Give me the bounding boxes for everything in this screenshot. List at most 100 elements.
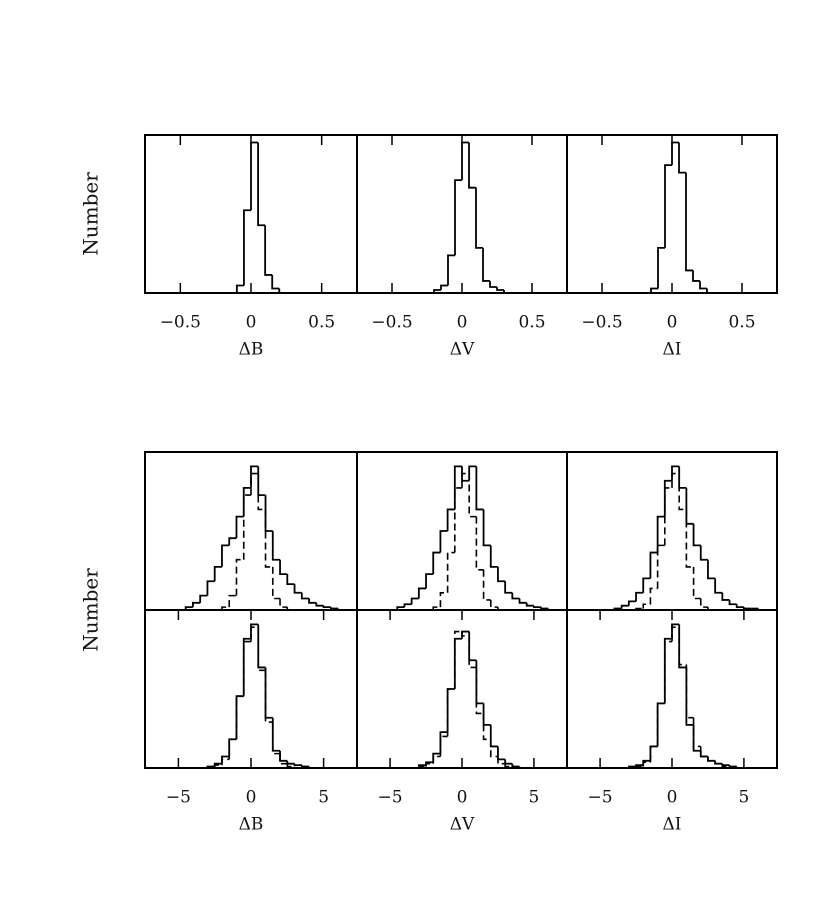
histogram-step	[286, 763, 295, 768]
histogram-step	[425, 573, 434, 589]
histogram-step	[656, 515, 665, 553]
histogram-step	[228, 738, 237, 757]
histogram-step	[213, 566, 222, 582]
histogram-step	[286, 574, 295, 586]
x-axis-label: ΔV	[450, 815, 475, 835]
y-axis-label: Number	[79, 568, 103, 652]
x-tick-label: 5	[318, 788, 329, 808]
histogram-step	[721, 763, 730, 767]
histogram-step	[454, 630, 462, 689]
histogram-step	[475, 187, 483, 249]
histogram-step	[425, 762, 434, 767]
histogram-step	[250, 623, 259, 639]
histogram-step	[663, 479, 672, 517]
histogram-step	[504, 759, 513, 765]
histogram-step	[264, 667, 273, 719]
histogram-step	[518, 598, 527, 604]
x-tick-label: 5	[529, 788, 540, 808]
histogram-step	[699, 280, 707, 290]
histogram-step	[511, 766, 520, 769]
histogram-step	[432, 752, 441, 763]
histogram-step	[649, 551, 658, 579]
histogram-step	[322, 605, 331, 609]
histogram-step	[461, 141, 469, 181]
histogram-step	[728, 599, 737, 606]
histogram-step	[206, 765, 215, 768]
histogram-step	[664, 164, 672, 248]
histogram-step	[308, 598, 317, 604]
histogram-step	[475, 516, 484, 571]
histogram-step	[678, 142, 686, 174]
histogram-step	[264, 509, 273, 568]
histogram-step	[489, 280, 497, 288]
histogram-step	[656, 702, 665, 747]
histogram-step	[525, 602, 534, 607]
histogram-step	[635, 591, 644, 602]
histogram-step	[743, 607, 752, 610]
histogram-step	[250, 472, 259, 496]
histogram-step	[649, 745, 658, 761]
histogram-step	[439, 530, 448, 553]
histogram-step	[446, 688, 455, 733]
histogram-step	[642, 577, 651, 593]
histogram-step	[264, 225, 273, 276]
histogram-step	[671, 626, 680, 642]
histogram-step	[649, 587, 658, 605]
histogram-step	[678, 466, 687, 489]
histogram-step	[235, 695, 244, 740]
x-tick-label: 0	[246, 313, 257, 333]
histogram-step	[250, 141, 259, 211]
histogram-step	[264, 495, 273, 532]
histogram-step	[235, 695, 244, 740]
histogram-step	[511, 592, 520, 600]
histogram-step	[446, 688, 455, 737]
histogram-step	[627, 600, 637, 606]
histogram-step	[475, 660, 484, 705]
histogram-step	[468, 473, 477, 518]
histogram-step	[678, 627, 687, 666]
histogram-step	[221, 544, 230, 567]
histogram-step	[699, 746, 708, 758]
x-tick-label: 0.5	[728, 313, 755, 333]
histogram-step	[497, 756, 506, 765]
x-tick-label: 0.5	[308, 313, 335, 333]
histogram-step	[699, 545, 708, 561]
histogram-step	[228, 594, 237, 608]
y-axis-label: Number	[79, 172, 103, 256]
histogram-step	[300, 765, 310, 768]
histogram-step	[656, 702, 665, 747]
histogram-step	[699, 750, 708, 758]
histogram-step	[279, 598, 288, 608]
histogram-step	[286, 760, 295, 765]
histogram-step	[714, 578, 723, 594]
histogram-step	[271, 566, 281, 600]
histogram-step	[503, 289, 511, 294]
histogram-step	[671, 623, 680, 639]
histogram-step	[482, 569, 491, 601]
histogram-step	[271, 531, 281, 561]
histogram-step	[447, 254, 455, 286]
histogram-step	[685, 667, 694, 726]
histogram-step	[721, 592, 730, 601]
x-tick-label: 0	[246, 788, 257, 808]
histogram-step	[278, 288, 287, 294]
histogram-step	[642, 603, 651, 609]
histogram-step	[315, 602, 324, 607]
histogram-step	[235, 284, 244, 293]
histogram-step	[635, 765, 644, 768]
histogram-step	[192, 601, 201, 608]
histogram-step	[511, 763, 520, 768]
histogram-step	[657, 246, 665, 289]
histogram-step	[642, 761, 651, 767]
histogram-step	[206, 580, 215, 596]
histogram-step	[678, 473, 687, 511]
histogram-step	[504, 581, 513, 594]
histogram-step	[649, 745, 658, 763]
histogram-step	[228, 537, 237, 546]
histogram-step	[235, 558, 244, 596]
histogram-step	[482, 703, 491, 726]
histogram-step	[497, 746, 506, 761]
histogram-step	[482, 509, 491, 547]
histogram-step	[279, 559, 288, 575]
